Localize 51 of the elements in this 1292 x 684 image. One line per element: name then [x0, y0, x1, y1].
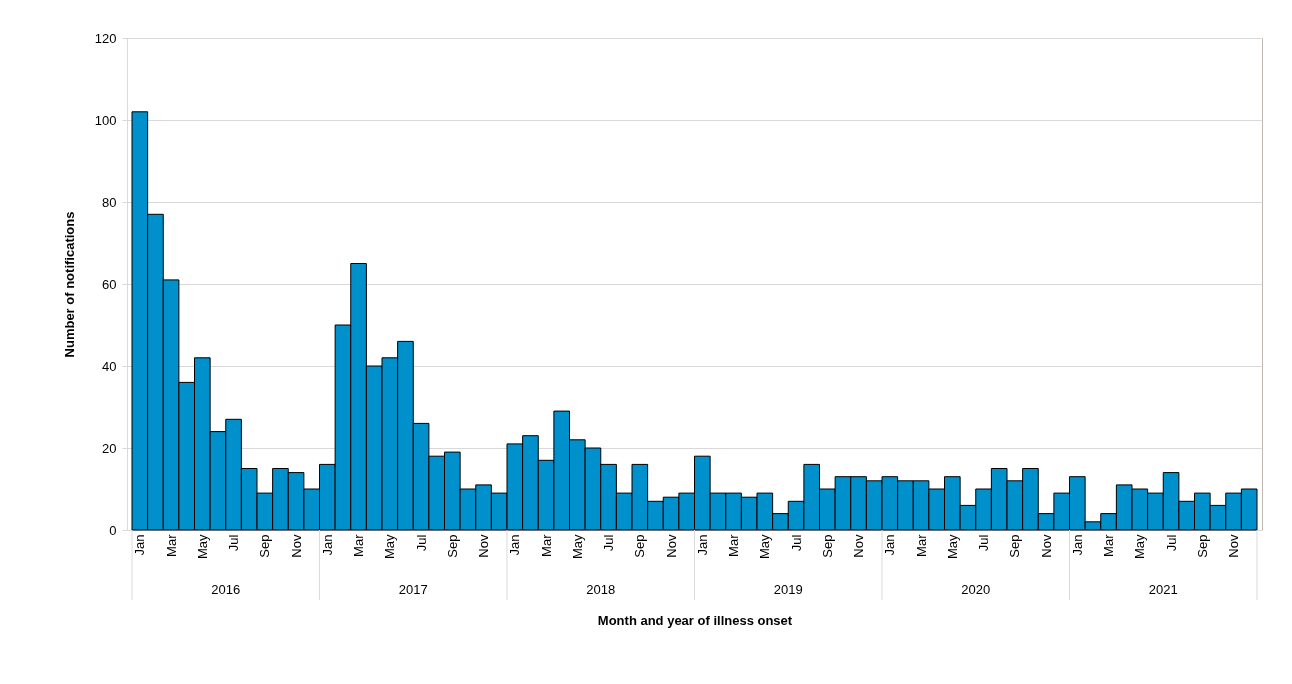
- x-tick-label: Mar: [538, 533, 554, 557]
- text: 2016: [211, 582, 241, 597]
- x-tick-label: Mar: [351, 533, 367, 557]
- x-tick-label: Nov: [1226, 534, 1242, 558]
- y-tick-label: 20: [102, 440, 117, 456]
- text: 2017: [398, 582, 428, 597]
- x-tick-label: Jul: [601, 534, 617, 552]
- x-tick-label: Jan: [1069, 534, 1085, 556]
- x-tick-label: Nov: [663, 534, 679, 558]
- x-tick-label: Sep: [1007, 534, 1023, 558]
- x-tick-label: May: [757, 534, 773, 560]
- x-tick-label: May: [194, 534, 210, 560]
- y-tick-label: 80: [102, 194, 117, 210]
- x-tick-label: Nov: [288, 534, 304, 558]
- x-tick-label: Jan: [694, 534, 710, 556]
- text: 2019: [773, 582, 803, 597]
- x-tick-label: Jul: [976, 534, 992, 552]
- x-tick-label: Nov: [851, 534, 867, 558]
- x-tick-label: Jan: [507, 534, 523, 556]
- x-tick-label: Sep: [632, 534, 648, 558]
- text: 2018: [586, 582, 616, 597]
- x-tick-label: Mar: [726, 533, 742, 557]
- x-tick-label: Sep: [819, 534, 835, 558]
- y-tick-label: 40: [102, 358, 117, 374]
- x-tick-label: Jan: [882, 534, 898, 556]
- y-tick-label: 60: [102, 276, 117, 292]
- x-tick-label: Jan: [132, 534, 148, 556]
- x-tick-label: Mar: [1101, 533, 1117, 557]
- y-tick-label: 100: [94, 112, 117, 128]
- x-tick-label: Jul: [413, 534, 429, 552]
- x-tick-label: Sep: [1194, 534, 1210, 558]
- x-tick-label: May: [1132, 534, 1148, 560]
- x-tick-label: Nov: [476, 534, 492, 558]
- x-tick-label: Mar: [163, 533, 179, 557]
- text: 2020: [961, 582, 991, 597]
- x-tick-label: May: [382, 534, 398, 560]
- x-tick-label: May: [569, 534, 585, 560]
- text: 2021: [1148, 582, 1178, 597]
- x-tick-label: Jul: [226, 534, 242, 552]
- x-tick-label: Sep: [444, 534, 460, 558]
- x-tick-label: Jul: [1163, 534, 1179, 552]
- x-tick-label: Jul: [788, 534, 804, 552]
- x-axis-title: Month and year of illness onset: [597, 612, 793, 628]
- x-tick-label: May: [944, 534, 960, 560]
- x-tick-label: Sep: [257, 534, 273, 558]
- y-axis-title: Number of notifications: [61, 211, 77, 358]
- x-tick-label: Mar: [913, 533, 929, 557]
- x-tick-label: Nov: [1038, 534, 1054, 558]
- y-tick-label: 120: [94, 30, 117, 46]
- y-tick-label: 0: [109, 522, 117, 538]
- x-tick-label: Jan: [319, 534, 335, 556]
